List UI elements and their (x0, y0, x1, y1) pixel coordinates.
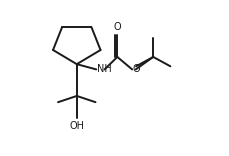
Text: NH: NH (97, 64, 111, 74)
Text: OH: OH (69, 121, 84, 131)
Text: O: O (113, 22, 121, 32)
Text: O: O (132, 64, 140, 74)
